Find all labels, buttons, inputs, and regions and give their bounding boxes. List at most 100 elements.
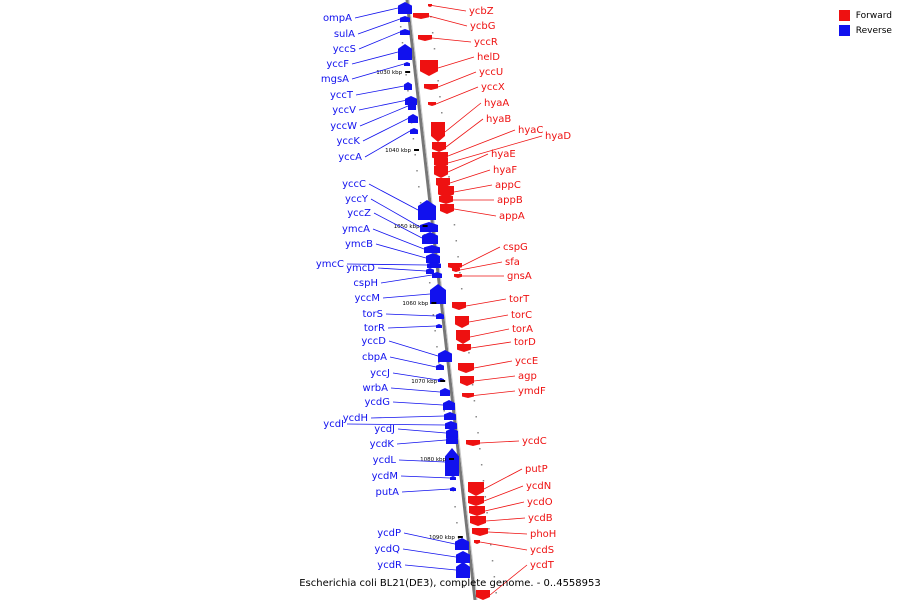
reverse-gene-arrow[interactable] <box>398 44 412 60</box>
reverse-gene-label[interactable]: ycdG <box>364 397 390 408</box>
reverse-gene-label[interactable]: ompA <box>323 13 352 24</box>
forward-gene-label[interactable]: ycdO <box>527 497 553 508</box>
reverse-gene-arrow[interactable] <box>404 82 412 90</box>
reverse-gene-arrow[interactable] <box>426 253 440 263</box>
reverse-gene-arrow[interactable] <box>456 562 470 578</box>
reverse-gene-label[interactable]: yccJ <box>370 368 390 379</box>
forward-gene-arrow[interactable] <box>436 178 450 188</box>
reverse-gene-label[interactable]: ycdQ <box>374 544 400 555</box>
forward-gene-label[interactable]: appB <box>497 195 523 206</box>
reverse-gene-label[interactable]: yccC <box>342 179 366 190</box>
forward-gene-label[interactable]: hyaE <box>491 149 516 160</box>
forward-gene-arrow[interactable] <box>470 516 486 526</box>
forward-gene-arrow[interactable] <box>472 528 488 536</box>
reverse-gene-label[interactable]: yccS <box>333 44 356 55</box>
forward-gene-label[interactable]: ycdN <box>526 481 551 492</box>
reverse-gene-label[interactable]: yccY <box>345 194 369 205</box>
reverse-gene-label[interactable]: yccF <box>326 59 349 70</box>
forward-gene-label[interactable]: ycbZ <box>469 6 494 17</box>
reverse-gene-label[interactable]: wrbA <box>363 383 389 394</box>
forward-gene-arrow[interactable] <box>452 268 460 272</box>
forward-gene-arrow[interactable] <box>455 316 469 328</box>
reverse-gene-arrow[interactable] <box>424 245 440 253</box>
forward-gene-arrow[interactable] <box>462 393 474 398</box>
reverse-gene-arrow[interactable] <box>443 400 455 410</box>
forward-gene-arrow[interactable] <box>448 263 462 269</box>
reverse-gene-arrow[interactable] <box>445 421 457 429</box>
forward-gene-label[interactable]: cspG <box>503 242 528 253</box>
reverse-gene-label[interactable]: ycdL <box>373 455 397 466</box>
reverse-gene-arrow[interactable] <box>427 262 441 268</box>
reverse-gene-arrow[interactable] <box>420 222 438 232</box>
forward-gene-arrow[interactable] <box>431 122 445 142</box>
reverse-gene-label[interactable]: yccT <box>330 90 354 101</box>
forward-gene-label[interactable]: ycdB <box>528 513 553 524</box>
reverse-gene-arrow[interactable] <box>456 551 470 563</box>
forward-gene-label[interactable]: hyaB <box>486 114 511 125</box>
forward-gene-arrow[interactable] <box>457 344 471 352</box>
forward-gene-arrow[interactable] <box>428 4 432 7</box>
forward-gene-label[interactable]: agp <box>518 371 537 382</box>
forward-gene-arrow[interactable] <box>439 196 453 204</box>
forward-gene-label[interactable]: phoH <box>530 529 556 540</box>
forward-gene-arrow[interactable] <box>469 506 485 516</box>
reverse-gene-arrow[interactable] <box>400 29 410 35</box>
reverse-gene-label[interactable]: cbpA <box>362 352 387 363</box>
forward-gene-label[interactable]: ycbG <box>470 21 496 32</box>
forward-gene-label[interactable]: torD <box>514 337 536 348</box>
reverse-gene-label[interactable]: ymcB <box>345 239 373 250</box>
reverse-gene-arrow[interactable] <box>432 272 442 278</box>
reverse-gene-label[interactable]: torR <box>364 323 385 334</box>
reverse-gene-label[interactable]: sulA <box>334 29 355 40</box>
reverse-gene-label[interactable]: ymcA <box>342 224 370 235</box>
forward-gene-arrow[interactable] <box>438 186 454 198</box>
forward-gene-label[interactable]: hyaA <box>484 98 509 109</box>
forward-gene-label[interactable]: hyaF <box>493 165 517 176</box>
forward-gene-label[interactable]: torT <box>509 294 530 305</box>
forward-gene-arrow[interactable] <box>460 376 474 386</box>
reverse-gene-label[interactable]: ymcD <box>346 263 375 274</box>
forward-gene-arrow[interactable] <box>420 60 438 76</box>
reverse-gene-label[interactable]: torS <box>363 309 384 320</box>
forward-gene-label[interactable]: yccR <box>474 37 498 48</box>
reverse-gene-arrow[interactable] <box>410 128 418 134</box>
forward-gene-label[interactable]: ycdT <box>530 560 555 571</box>
reverse-gene-arrow[interactable] <box>430 284 446 304</box>
forward-gene-label[interactable]: yccE <box>515 356 538 367</box>
reverse-gene-label[interactable]: ycdJ <box>374 424 395 435</box>
forward-gene-label[interactable]: ycdC <box>522 436 547 447</box>
forward-gene-arrow[interactable] <box>474 540 480 544</box>
forward-gene-arrow[interactable] <box>434 166 448 178</box>
forward-gene-label[interactable]: sfa <box>505 257 520 268</box>
forward-gene-label[interactable]: putP <box>525 464 548 475</box>
forward-gene-arrow[interactable] <box>434 158 448 168</box>
reverse-gene-arrow[interactable] <box>408 114 418 123</box>
reverse-gene-arrow[interactable] <box>426 268 434 274</box>
reverse-gene-label[interactable]: yccA <box>338 152 362 163</box>
forward-gene-arrow[interactable] <box>418 35 432 41</box>
reverse-gene-arrow[interactable] <box>438 350 452 362</box>
forward-gene-arrow[interactable] <box>466 440 480 446</box>
reverse-gene-arrow[interactable] <box>446 436 458 444</box>
reverse-gene-label[interactable]: mgsA <box>321 74 349 85</box>
forward-gene-label[interactable]: yccU <box>479 67 503 78</box>
reverse-gene-label[interactable]: cspH <box>353 278 378 289</box>
reverse-gene-label[interactable]: ycdK <box>370 439 395 450</box>
forward-gene-label[interactable]: ymdF <box>518 386 546 397</box>
reverse-gene-label[interactable]: yccV <box>332 105 356 116</box>
forward-gene-label[interactable]: appA <box>499 211 525 222</box>
reverse-gene-arrow[interactable] <box>398 2 412 14</box>
reverse-gene-label[interactable]: yccZ <box>347 208 371 219</box>
forward-gene-label[interactable]: ycdS <box>530 545 554 556</box>
forward-gene-arrow[interactable] <box>424 84 438 90</box>
forward-gene-label[interactable]: gnsA <box>507 271 532 282</box>
reverse-gene-arrow[interactable] <box>418 200 436 220</box>
forward-gene-label[interactable]: hyaC <box>518 125 543 136</box>
forward-gene-arrow[interactable] <box>432 142 446 152</box>
reverse-gene-label[interactable]: ycdM <box>372 471 398 482</box>
reverse-gene-arrow[interactable] <box>450 487 456 491</box>
reverse-gene-label[interactable]: putA <box>376 487 400 498</box>
forward-gene-label[interactable]: torA <box>512 324 533 335</box>
reverse-gene-arrow[interactable] <box>400 16 410 22</box>
reverse-gene-arrow[interactable] <box>436 324 442 328</box>
